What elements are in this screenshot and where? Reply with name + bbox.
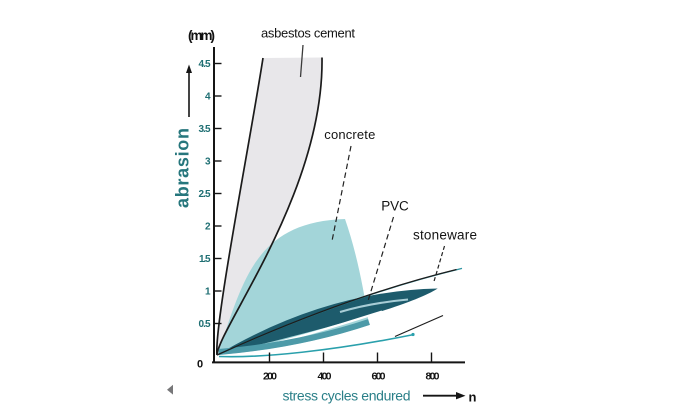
svg-text:concrete: concrete xyxy=(324,127,375,142)
svg-text:PVC: PVC xyxy=(381,199,409,214)
svg-text:600: 600 xyxy=(372,371,386,383)
svg-text:4: 4 xyxy=(205,92,211,103)
svg-text:(mm): (mm) xyxy=(188,28,215,43)
svg-text:800: 800 xyxy=(426,371,440,383)
svg-text:0: 0 xyxy=(197,359,203,371)
svg-text:4.5: 4.5 xyxy=(199,59,211,70)
svg-text:1.5: 1.5 xyxy=(199,254,211,265)
svg-text:2.5: 2.5 xyxy=(199,189,211,200)
svg-text:0.5: 0.5 xyxy=(199,319,211,330)
svg-text:400: 400 xyxy=(318,371,332,383)
svg-text:200: 200 xyxy=(263,371,277,383)
svg-text:1: 1 xyxy=(205,287,211,298)
svg-text:stoneware: stoneware xyxy=(413,228,477,243)
svg-text:n: n xyxy=(469,390,477,405)
svg-text:abrasion: abrasion xyxy=(173,128,193,208)
svg-text:3.5: 3.5 xyxy=(199,124,211,135)
svg-text:asbestos cement: asbestos cement xyxy=(261,25,355,40)
svg-text:stress cycles endured: stress cycles endured xyxy=(283,388,411,404)
svg-text:3: 3 xyxy=(205,157,211,168)
svg-text:2: 2 xyxy=(205,222,211,233)
